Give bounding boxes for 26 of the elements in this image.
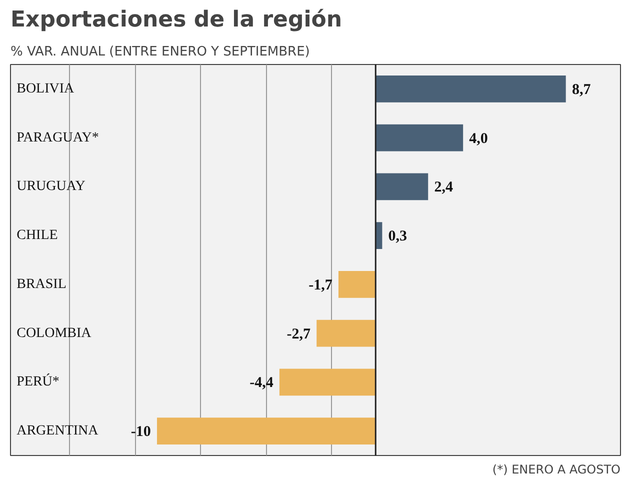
y-tick-label: URUGUAY (16, 179, 86, 194)
bar (316, 320, 376, 347)
data-label: -10 (130, 424, 151, 440)
y-tick-label: BRASIL (16, 276, 66, 292)
y-tick-label: COLOMBIA (16, 326, 92, 341)
data-label: -4,4 (250, 375, 274, 392)
chart-subtitle: % VAR. ANUAL (ENTRE ENERO Y SEPTIEMBRE) (10, 44, 310, 60)
bar (338, 270, 376, 298)
y-tick-label: BOLIVIA (16, 81, 76, 96)
data-label: 2,4 (434, 180, 454, 196)
data-label: -1,7 (308, 277, 333, 294)
chart-title: Exportaciones de la región (10, 8, 342, 32)
data-label: 8,7 (572, 82, 592, 98)
bar (156, 418, 376, 445)
y-tick-label: PARAGUAY* (16, 130, 99, 146)
y-tick-label: ARGENTINA (16, 424, 100, 439)
bar (376, 124, 464, 152)
bar (279, 368, 376, 396)
data-label: 4,0 (469, 130, 488, 147)
bar (376, 75, 566, 102)
data-label: 0,3 (388, 228, 408, 245)
data-label: -2,7 (286, 326, 311, 342)
y-tick-label: CHILE (16, 228, 58, 244)
text: (*) ENERO A AGOSTO (492, 462, 621, 476)
bar (376, 173, 428, 200)
y-tick-label: PERÚ* (16, 372, 60, 390)
